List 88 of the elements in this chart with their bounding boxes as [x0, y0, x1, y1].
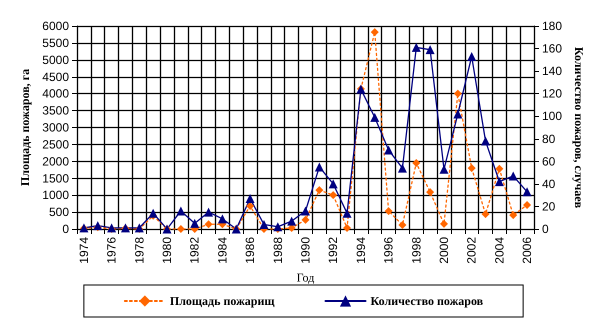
point — [440, 220, 448, 228]
x-tick-label: 2004 — [492, 236, 506, 264]
point — [398, 164, 407, 173]
y-tick-label: 1000 — [42, 188, 70, 202]
point — [412, 159, 420, 168]
y-tick-label: 5000 — [42, 52, 70, 67]
x-tick-label: 1998 — [409, 236, 424, 264]
point — [204, 208, 214, 217]
x-tick-label: 1988 — [270, 236, 285, 264]
point — [314, 162, 324, 172]
x-tick-label: 1982 — [188, 236, 202, 264]
y2-tick-label: 20 — [542, 199, 556, 214]
y-tick-label: 5500 — [42, 36, 70, 50]
x-tick-label: 1992 — [326, 236, 340, 264]
x-tick-label: 1990 — [298, 236, 312, 264]
y-tick-label: 3500 — [42, 104, 70, 118]
point — [342, 208, 352, 218]
x-tick-label: 1974 — [76, 236, 91, 264]
point — [398, 220, 406, 229]
point — [370, 112, 380, 122]
y-tick-label: 2000 — [42, 154, 70, 168]
point — [329, 191, 338, 200]
point — [426, 188, 434, 196]
y2-axis-title: Количество пожаров, случаев — [572, 46, 586, 209]
point — [301, 206, 310, 216]
point — [218, 214, 227, 224]
point — [494, 177, 504, 186]
point — [482, 210, 490, 218]
point — [495, 164, 504, 173]
y2-tick-label: 160 — [542, 42, 562, 56]
y-tick-label: 3000 — [42, 120, 70, 134]
y-tick-label: 4000 — [42, 86, 70, 101]
x-tick-label: 1986 — [243, 236, 258, 264]
x-tick-label: 2002 — [464, 236, 479, 264]
y2-tick-label: 180 — [542, 19, 562, 33]
x-tick-label: 1994 — [354, 236, 368, 264]
y2-tick-label: 120 — [542, 86, 562, 101]
point — [259, 220, 268, 229]
y-tick-label: 6000 — [42, 19, 70, 33]
y-tick-label: 2500 — [42, 137, 70, 152]
point — [176, 225, 185, 233]
legend-label: Площадь пожарищ — [170, 294, 276, 308]
point — [343, 224, 352, 232]
point — [467, 52, 476, 61]
y2-tick-label: 40 — [542, 176, 556, 191]
point — [287, 216, 296, 226]
point — [522, 187, 532, 196]
point — [468, 164, 476, 172]
y-tick-label: 0 — [62, 222, 70, 236]
x-axis-title: Год — [296, 270, 314, 285]
point — [315, 186, 324, 194]
point — [370, 28, 379, 36]
point — [454, 90, 462, 98]
point — [176, 206, 186, 216]
y2-tick-label: 60 — [542, 154, 556, 168]
point — [190, 218, 200, 228]
x-tick-label: 2000 — [436, 236, 451, 264]
x-tick-label: 1980 — [160, 236, 174, 264]
point — [453, 109, 462, 118]
point — [302, 216, 310, 224]
point — [426, 45, 435, 54]
point — [509, 211, 518, 220]
point — [148, 208, 158, 218]
y2-tick-label: 140 — [542, 64, 562, 78]
legend-label: Количество пожаров — [370, 294, 484, 308]
point — [439, 164, 448, 174]
point — [412, 42, 421, 52]
point — [246, 194, 255, 204]
point — [273, 222, 282, 232]
y2-tick-label: 80 — [542, 132, 556, 146]
y-tick-label: 500 — [48, 205, 70, 220]
y2-tick-label: 100 — [542, 109, 562, 124]
y-tick-label: 1500 — [42, 171, 70, 186]
x-tick-label: 2006 — [520, 236, 534, 264]
x-tick-label: 1976 — [104, 236, 119, 264]
point — [328, 179, 338, 188]
point — [481, 136, 490, 146]
point — [384, 207, 393, 216]
x-tick-label: 1978 — [132, 236, 146, 264]
point — [384, 146, 394, 155]
point — [204, 220, 213, 228]
x-tick-label: 1996 — [382, 236, 396, 264]
y-tick-label: 4500 — [42, 70, 70, 84]
y2-tick-label: 0 — [542, 222, 549, 236]
x-tick-label: 1984 — [215, 236, 230, 264]
point — [523, 200, 532, 209]
point — [508, 171, 518, 180]
y-axis-title: Площадь пожаров, га — [18, 68, 32, 186]
